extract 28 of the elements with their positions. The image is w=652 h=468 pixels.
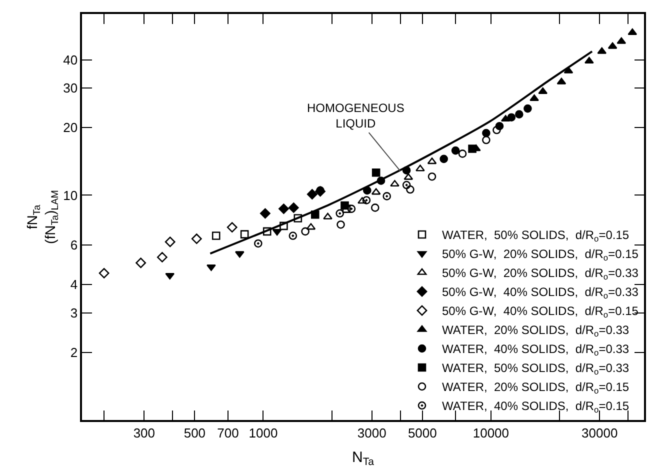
x-tick-label: 700 — [217, 425, 239, 440]
y-tick-label: 2 — [70, 344, 78, 360]
y-tick-label: 4 — [70, 277, 78, 292]
legend-label: WATER, 20% SOLIDS, d/R$_{o}$=0.33 — [442, 323, 630, 339]
y-tick-label: 10 — [63, 188, 78, 203]
x-tick-label: 3000 — [357, 425, 386, 440]
legend-label: 50% G-W, 40% SOLIDS, d/R$_{o}$=0.15 — [442, 304, 639, 320]
x-tick-label: 300 — [133, 425, 156, 440]
x-tick-label: 30000 — [582, 425, 618, 440]
legend-label: 50% G-W, 20% SOLIDS, d/R$_{o}$=0.15 — [442, 247, 639, 263]
legend-label: WATER, 20% SOLIDS, d/R$_{o}$=0.15 — [442, 380, 630, 396]
x-tick-label: 500 — [184, 425, 206, 440]
y-tick-label: 30 — [63, 80, 78, 96]
annotation: HOMOGENEOUS LIQUID — [307, 101, 404, 131]
legend-label: WATER, 50% SOLIDS, d/R$_{o}$=0.33 — [442, 361, 630, 377]
y-tick-label: 20 — [63, 120, 78, 136]
x-tick-label: 1000 — [248, 425, 278, 440]
legend-label: 50% G-W, 40% SOLIDS, d/R$_{o}$=0.33 — [442, 285, 639, 301]
legend-label: 50% G-W, 20% SOLIDS, d/R$_{o}$=0.33 — [442, 266, 639, 282]
y-tick-label: 40 — [63, 52, 78, 68]
x-tick-label: 5000 — [408, 425, 437, 440]
legend-label: WATER, 40% SOLIDS, d/R$_{o}$=0.15 — [442, 399, 630, 415]
y-tick-label: 3 — [70, 305, 78, 320]
legend-label: WATER, 40% SOLIDS, d/R$_{o}$=0.33 — [442, 342, 630, 358]
x-tick-label: 10000 — [472, 425, 510, 440]
y-tick-label: 6 — [70, 238, 78, 253]
legend-label: WATER, 50% SOLIDS, d/R$_{o}$=0.15 — [442, 228, 630, 244]
x-axis-title: N$_{Ta}$ — [352, 448, 374, 468]
